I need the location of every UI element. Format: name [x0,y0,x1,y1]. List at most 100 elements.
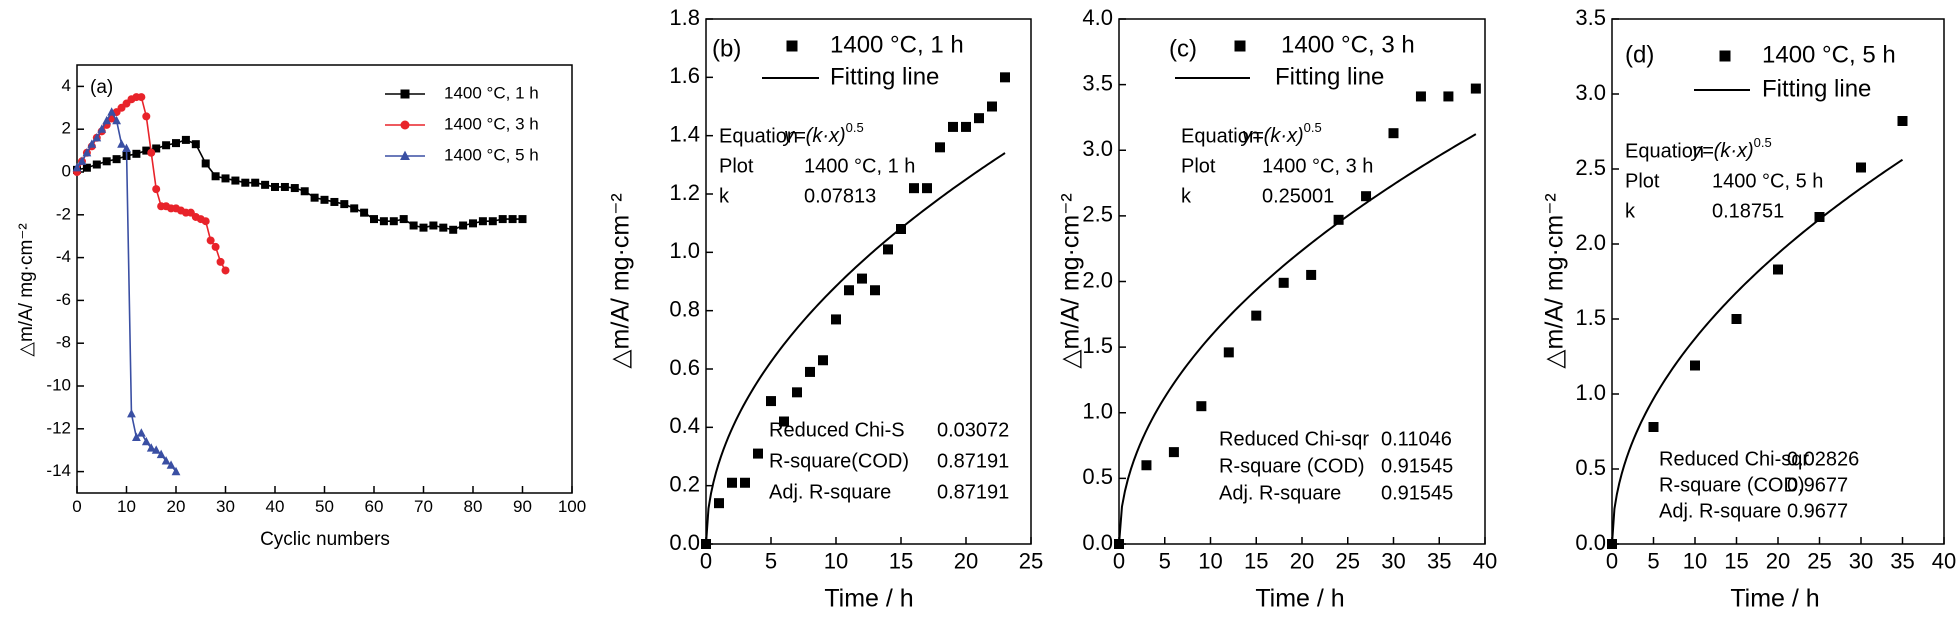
y-tick-label: 3.0 [1082,136,1113,161]
y-tick-label: -12 [46,418,71,437]
y-tick-label: -10 [46,375,71,394]
x-tick-label: 10 [117,497,136,516]
x-tick-label: 25 [1019,549,1043,574]
data-point [162,141,171,150]
equation: y=(k·x)0.5 [1690,135,1772,162]
k-value: 0.18751 [1712,200,1784,222]
data-point [1000,72,1010,83]
data-point [1690,360,1700,371]
data-point [241,178,250,187]
data-point [142,146,151,155]
x-tick-label: 40 [1932,549,1956,574]
y-tick-label: 4.0 [1082,5,1113,30]
y-tick-label: 3.0 [1575,80,1606,105]
x-axis-label: Time / h [824,585,913,613]
panel-label: (b) [712,35,741,62]
data-point [92,160,101,169]
y-tick-label: 1.6 [669,63,700,88]
data-point [350,204,359,213]
data-point [181,135,190,144]
panel-label: (c) [1169,35,1197,62]
data-point [172,139,180,148]
data-point [112,155,121,164]
y-tick-label: 2.5 [1082,202,1113,227]
stat-value: 0.02826 [1787,448,1859,470]
x-tick-label: 30 [1381,549,1405,574]
stat-label: Adj. R-square [1219,482,1341,504]
data-point [97,124,107,133]
stat-label: Reduced Chi-sqr [1659,448,1809,470]
equation-power: 0.5 [846,120,864,135]
y-tick-label: -8 [56,333,71,352]
data-point [211,172,220,181]
stat-label: R-square(COD) [769,450,909,472]
data-point [429,221,438,230]
data-point [379,217,388,226]
data-point [740,477,750,488]
data-point [399,215,408,224]
data-point [518,215,527,224]
x-tick-label: 15 [1724,549,1748,574]
x-tick-label: 10 [1683,549,1707,574]
x-tick-label: 50 [315,497,334,516]
x-tick-label: 5 [1159,549,1171,574]
data-point [792,387,802,398]
plot-frame [705,18,1032,545]
data-point [714,498,724,509]
y-tick-label: 1.5 [1575,305,1606,330]
equation-label: Equation [719,125,798,147]
fitting-line [1118,133,1477,545]
data-point [87,139,97,148]
data-point [478,217,487,226]
y-tick-label: 0 [62,161,71,180]
data-point [221,174,230,183]
stat-label: Adj. R-square [1659,500,1781,522]
equation-power: 0.5 [1304,120,1322,135]
x-tick-label: 15 [1244,549,1268,574]
stat-value: 0.9677 [1787,474,1848,496]
y-tick-label: 3.5 [1575,5,1606,30]
x-tick-label: 60 [365,497,384,516]
data-point [201,159,210,168]
x-axis-label: Cyclic numbers [260,529,390,550]
data-point [280,182,289,191]
data-point [300,187,309,196]
data-point [1333,214,1344,225]
data-point [191,140,200,149]
x-tick-label: 25 [1336,549,1360,574]
data-point [1388,128,1399,139]
y-tick-label: 0.0 [1082,530,1113,555]
equation-body: y=(k·x) [1240,125,1304,147]
data-point [498,215,507,224]
data-point [459,221,468,230]
x-tick-label: 0 [72,497,81,516]
y-tick-label: 2.5 [1575,155,1606,180]
y-tick-label: 1.0 [1082,399,1113,424]
data-point [1731,314,1742,324]
x-axis-label: Time / h [1730,585,1819,613]
y-axis-label: △m/A/ mg·cm⁻² [607,193,635,368]
data-point [1251,310,1262,321]
data-point [987,101,997,112]
stat-label: Reduced Chi-sqr [1219,428,1369,450]
stat-label: Reduced Chi-S [769,419,905,441]
x-tick-label: 0 [700,549,712,574]
y-tick-label: 0.0 [669,530,700,555]
stat-label: R-square (COD) [1659,474,1805,496]
stat-value: 0.87191 [937,450,1009,472]
data-point [72,162,82,172]
legend-marker [400,120,410,130]
y-tick-label: 0.6 [669,355,700,380]
panel-label: (d) [1625,41,1654,68]
data-point [1648,422,1659,432]
x-tick-label: 40 [1473,549,1497,574]
y-tick-label: 1.8 [669,5,700,30]
data-point [171,466,181,476]
data-point [211,242,220,251]
y-axis-label: △m/A/ mg·cm⁻² [1057,193,1085,368]
plot-value: 1400 °C, 1 h [804,155,915,177]
data-point [117,139,126,148]
data-point [1223,347,1234,358]
data-point [360,208,369,217]
